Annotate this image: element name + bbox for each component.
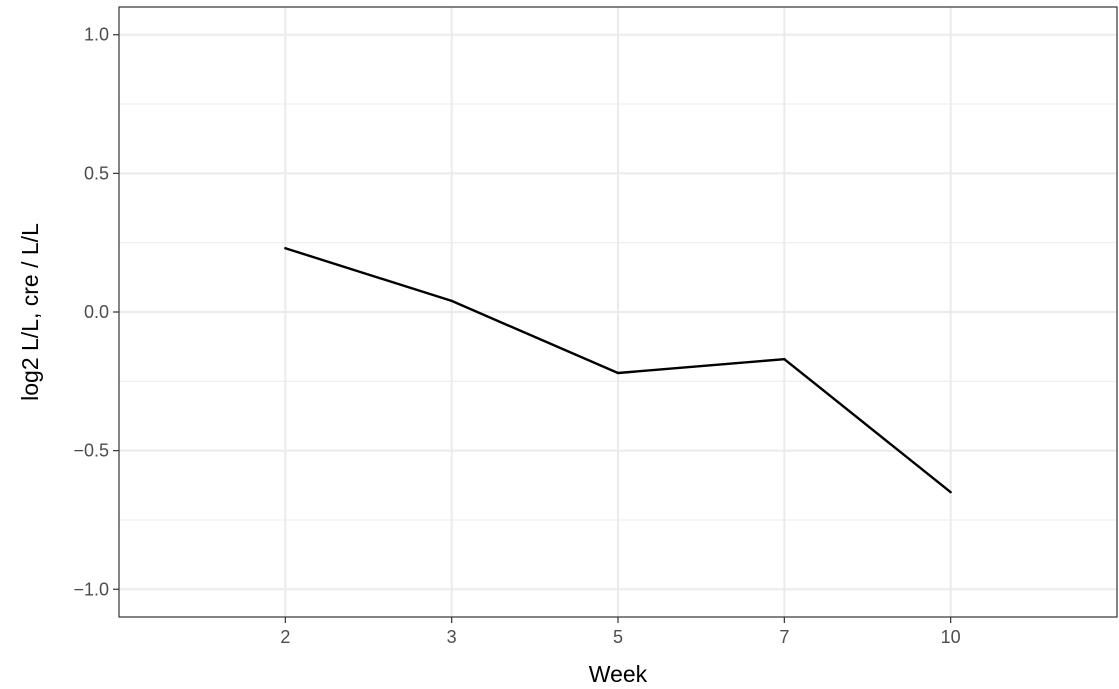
x-axis: 2 3 5 7 10 (280, 617, 961, 647)
series-layer (284, 247, 952, 494)
y-axis-title: log2 L/L, cre / L/L (17, 223, 43, 401)
x-tick-label: 5 (613, 627, 623, 647)
x-tick-label: 10 (941, 627, 961, 647)
x-tick-label: 7 (779, 627, 789, 647)
y-tick-label: 0.5 (84, 163, 109, 183)
y-tick-label: −0.5 (73, 441, 109, 461)
series-point (616, 371, 620, 375)
x-tick-label: 3 (447, 627, 457, 647)
y-tick-label: 0.0 (84, 302, 109, 322)
y-tick-label: −1.0 (73, 579, 109, 599)
series-point (949, 491, 952, 494)
series-point (450, 299, 453, 303)
y-axis: −1.0 −0.5 0.0 0.5 1.0 (73, 25, 119, 599)
series-point (783, 357, 786, 361)
x-axis-title: Week (589, 661, 648, 687)
x-tick-label: 2 (280, 627, 290, 647)
series-point (284, 247, 287, 250)
major-gridlines (119, 7, 1117, 617)
y-tick-label: 1.0 (84, 25, 109, 45)
